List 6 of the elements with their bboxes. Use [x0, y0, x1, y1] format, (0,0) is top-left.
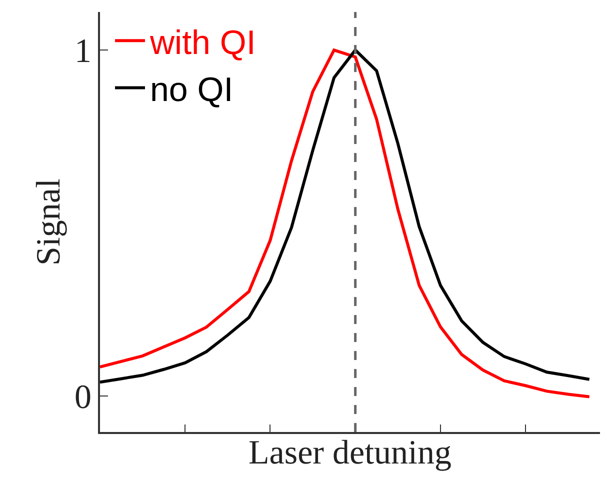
y-axis-title: Signal: [30, 178, 68, 266]
x-axis-title: Laser detuning: [248, 434, 452, 472]
legend-label: no QI: [150, 71, 234, 110]
y-tick-label: 1: [74, 32, 92, 70]
y-tick-label: 0: [74, 378, 92, 416]
legend-label: with QI: [149, 24, 256, 62]
